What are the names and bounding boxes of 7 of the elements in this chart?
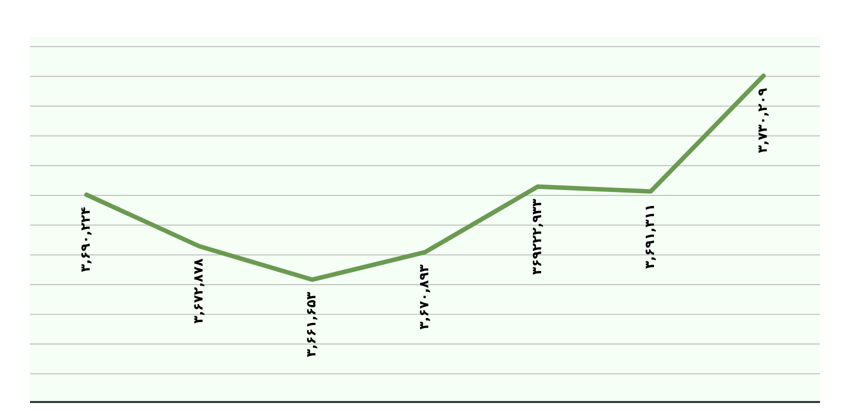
data-label: ۳,۶۷۲,۸۷۸: [194, 258, 204, 324]
data-label: ۳,۶۶۱,۶۵۳: [307, 292, 318, 357]
data-label: ۳,۶۹۱,۳۱۱: [646, 206, 656, 269]
data-label: ۳۶۹۲۲۲,۹۳۳: [532, 199, 543, 275]
data-label: ۳,۶۹۰,۲۲۴: [81, 207, 92, 272]
data-label: ۳,۶۷۰,۸۹۳: [420, 264, 430, 330]
data-label: ۳,۷۳۰,۲۰۹: [758, 88, 769, 153]
